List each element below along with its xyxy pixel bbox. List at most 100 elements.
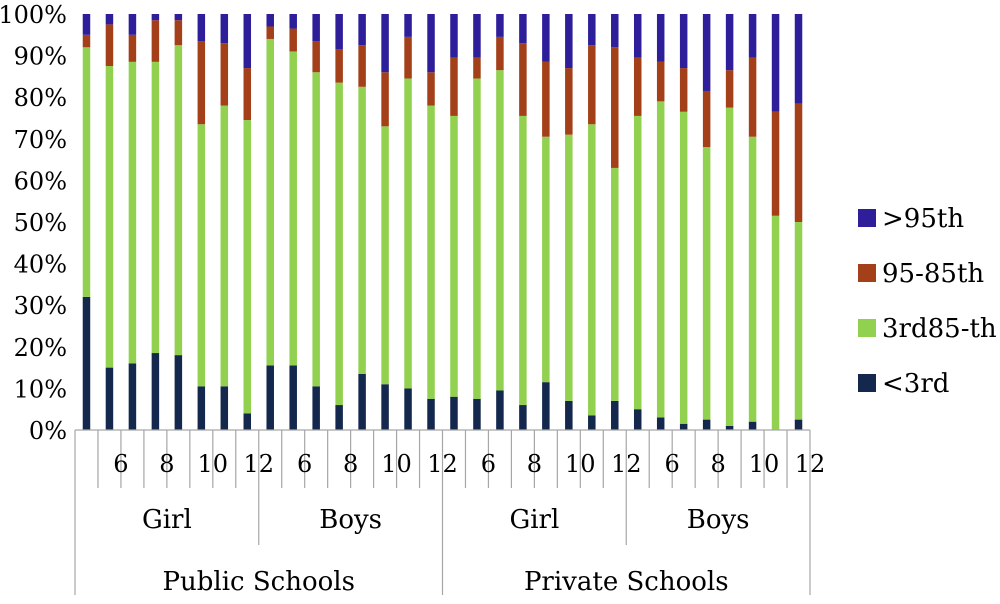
bar-segment-2 bbox=[312, 72, 320, 387]
x-tick-label: 8 bbox=[710, 450, 725, 478]
legend: >95th 95-85th 3rd85-th <3rd bbox=[858, 204, 997, 399]
x-tick-label: 10 bbox=[198, 450, 229, 478]
legend-label: >95th bbox=[882, 204, 964, 234]
y-tick-label: 50% bbox=[14, 209, 67, 237]
group-label: Boys bbox=[687, 505, 750, 535]
group-label: Boys bbox=[319, 505, 382, 535]
super-group-label: Public Schools bbox=[163, 567, 355, 597]
bar-segment-2 bbox=[450, 115, 458, 397]
x-tick-label: 6 bbox=[665, 450, 680, 478]
bar-segment-2 bbox=[220, 105, 229, 387]
bar-segment-3 bbox=[542, 61, 550, 137]
bar-segment-4 bbox=[151, 14, 160, 21]
bar-segment-1 bbox=[381, 384, 389, 430]
bar-segment-2 bbox=[656, 101, 665, 418]
x-tick-label: 8 bbox=[343, 450, 358, 478]
bar-segment-4 bbox=[128, 14, 137, 35]
bar-segment-2 bbox=[679, 111, 688, 424]
x-tick-label: 8 bbox=[159, 450, 174, 478]
bar-segment-4 bbox=[174, 14, 183, 21]
bar-segment-4 bbox=[702, 14, 711, 91]
bar-segment-1 bbox=[794, 419, 803, 430]
bar-segment-1 bbox=[289, 365, 297, 430]
x-tick-label: 10 bbox=[565, 450, 596, 478]
bar-segment-1 bbox=[197, 386, 206, 430]
bar-segment-1 bbox=[473, 398, 481, 430]
bar-segment-4 bbox=[450, 14, 458, 58]
bar-segment-1 bbox=[358, 373, 366, 430]
bar-segment-2 bbox=[197, 124, 206, 387]
bar-segment-1 bbox=[174, 355, 183, 430]
legend-swatch bbox=[858, 209, 876, 227]
y-tick-label: 20% bbox=[14, 334, 67, 362]
legend-swatch bbox=[858, 264, 876, 282]
bar-segment-2 bbox=[473, 78, 481, 399]
bar-segment-3 bbox=[633, 57, 642, 116]
bar-segment-4 bbox=[542, 14, 550, 62]
bar-segment-3 bbox=[404, 36, 412, 79]
bar-segment-1 bbox=[82, 296, 91, 430]
bar-segment-2 bbox=[588, 124, 596, 416]
bar-segment-4 bbox=[427, 14, 435, 73]
bar-segment-1 bbox=[725, 425, 734, 430]
bar-segment-3 bbox=[335, 49, 343, 83]
bar-segment-3 bbox=[381, 72, 389, 127]
bar-segment-3 bbox=[243, 68, 252, 121]
bar-segment-4 bbox=[220, 14, 229, 44]
bar-segment-3 bbox=[289, 28, 297, 52]
bar-segment-4 bbox=[633, 14, 642, 58]
bar-segment-1 bbox=[748, 421, 757, 430]
bar-segment-3 bbox=[496, 36, 504, 71]
bar-segment-4 bbox=[588, 14, 596, 46]
y-tick-label: 40% bbox=[14, 251, 67, 279]
bar-segment-2 bbox=[381, 126, 389, 385]
bar-segment-3 bbox=[588, 45, 596, 125]
x-axis: 6 8 10 12 6 8 10 12 6 8 10 12 6 8 10 12 Girl Boys Girl Boys… bbox=[74, 429, 825, 597]
bar-segment-3 bbox=[679, 68, 688, 112]
bar-segment-3 bbox=[702, 90, 711, 148]
bar-segment-4 bbox=[266, 14, 274, 27]
bar-segment-2 bbox=[243, 120, 252, 414]
y-tick-label: 70% bbox=[14, 126, 67, 154]
legend-swatch bbox=[858, 374, 876, 392]
bar-segment-1 bbox=[588, 415, 596, 430]
bar-segment-1 bbox=[633, 409, 642, 430]
bar-segment-3 bbox=[656, 61, 665, 102]
bar-segment-1 bbox=[679, 423, 688, 430]
bar-segment-2 bbox=[771, 215, 780, 430]
x-tick-label: 10 bbox=[749, 450, 780, 478]
bar-segment-2 bbox=[174, 45, 183, 356]
bar-segment-4 bbox=[82, 14, 91, 35]
bar-segment-2 bbox=[404, 78, 412, 389]
bar-segment-4 bbox=[565, 14, 573, 69]
bar-segment-4 bbox=[771, 14, 780, 112]
bar-segment-1 bbox=[105, 367, 114, 430]
bar-segment-3 bbox=[748, 57, 757, 137]
bar-segment-4 bbox=[519, 14, 527, 44]
x-tick-label: 8 bbox=[527, 450, 542, 478]
bar-segment-3 bbox=[771, 111, 780, 216]
y-tick-label: 100% bbox=[0, 1, 67, 29]
bar-segment-2 bbox=[358, 86, 366, 374]
x-tick-label: 12 bbox=[243, 450, 274, 478]
bar-segment-3 bbox=[128, 34, 137, 62]
bar-segment-4 bbox=[243, 14, 252, 69]
bar-segment-1 bbox=[656, 417, 665, 430]
bar-segment-3 bbox=[611, 47, 619, 168]
x-tick-label: 10 bbox=[381, 450, 412, 478]
group-label: Girl bbox=[509, 505, 559, 535]
legend-label: 95-85th bbox=[882, 259, 984, 289]
x-tick-label: 12 bbox=[611, 450, 642, 478]
x-tick-label: 6 bbox=[297, 450, 312, 478]
bar-segment-3 bbox=[450, 57, 458, 116]
bar-segment-4 bbox=[473, 14, 481, 58]
bar-segment-2 bbox=[151, 61, 160, 354]
bar-segment-4 bbox=[289, 14, 297, 29]
bar-segment-1 bbox=[565, 400, 573, 430]
bar-segment-2 bbox=[82, 47, 91, 297]
bar-segment-3 bbox=[105, 24, 114, 66]
y-axis: 0% 10% 20% 30% 40% 50% 60% 70% 80% 90% 100% bbox=[0, 1, 67, 445]
bar-segment-1 bbox=[542, 382, 550, 430]
